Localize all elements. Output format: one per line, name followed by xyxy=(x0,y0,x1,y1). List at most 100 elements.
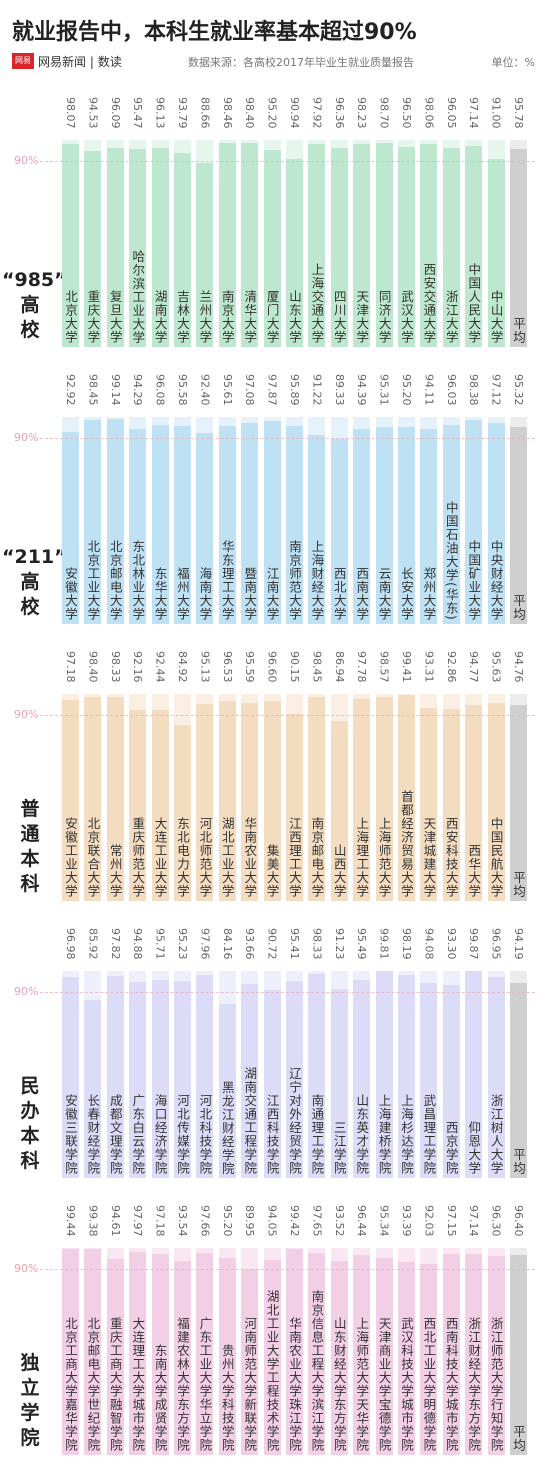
value-label: 94.61 xyxy=(108,1205,122,1237)
category-label: 重庆工商大学融智学院 xyxy=(107,1317,123,1452)
value-label: 96.09 xyxy=(108,97,122,129)
bar xyxy=(196,432,214,624)
value-label: 93.52 xyxy=(332,1205,346,1237)
category-label: 兰州大学 xyxy=(197,290,213,344)
value-label: 98.07 xyxy=(64,97,77,129)
value-label: 99.38 xyxy=(86,1205,100,1237)
value-label: 98.23 xyxy=(355,97,369,129)
category-label: 长安大学 xyxy=(399,567,414,621)
category-label: 集美大学 xyxy=(264,844,280,898)
bar xyxy=(398,426,415,624)
group-title-line: “211” xyxy=(2,546,67,568)
category-label: 西北工业大学明德学院 xyxy=(421,1317,437,1452)
title: 就业报告中，本科生就业率基本超过90% xyxy=(12,20,417,45)
bar xyxy=(129,428,147,624)
bar xyxy=(174,426,191,624)
bar xyxy=(353,980,371,1178)
reference-label: 90% xyxy=(14,984,39,998)
value-label: 99.41 xyxy=(400,651,413,683)
category-label: 天津大学 xyxy=(354,290,370,344)
bar xyxy=(375,971,393,1178)
bar xyxy=(330,147,348,347)
bar xyxy=(375,142,393,347)
column-name: 数读 xyxy=(97,55,122,69)
bar xyxy=(174,980,191,1178)
bar xyxy=(510,704,527,901)
group-title-line: 科 xyxy=(20,873,40,895)
bar xyxy=(286,1249,303,1455)
bar xyxy=(420,1264,438,1455)
category-label: 南京大学 xyxy=(219,290,235,344)
value-label: 98.40 xyxy=(86,651,100,683)
category-label: 平均 xyxy=(511,871,526,898)
value-label: 95.71 xyxy=(153,928,167,960)
logo: 网易 xyxy=(12,53,34,69)
bar xyxy=(308,435,326,624)
value-label: 98.57 xyxy=(377,651,391,683)
value-label: 95.13 xyxy=(198,651,212,683)
bar xyxy=(398,974,415,1178)
value-label: 88.66 xyxy=(198,97,212,129)
reference-line xyxy=(40,714,535,716)
value-label: 92.40 xyxy=(198,374,212,406)
bar xyxy=(330,989,348,1178)
category-label: 山东大学 xyxy=(287,290,302,344)
bar xyxy=(84,151,102,347)
bar xyxy=(62,699,79,901)
value-label: 98.06 xyxy=(422,97,436,129)
bar xyxy=(84,697,102,901)
reference-label: 90% xyxy=(14,707,39,721)
value-label: 96.13 xyxy=(153,97,167,129)
value-label: 97.08 xyxy=(243,374,257,406)
value-label: 93.66 xyxy=(243,928,257,960)
value-label: 94.29 xyxy=(131,374,145,406)
value-label: 97.92 xyxy=(310,97,324,129)
category-label: 华南农业大学珠江学院 xyxy=(287,1317,302,1452)
category-label: 海南大学 xyxy=(197,567,213,621)
reference-line xyxy=(40,160,535,162)
bar xyxy=(84,1000,102,1178)
value-label: 90.94 xyxy=(288,97,301,129)
bar xyxy=(218,426,236,624)
bar xyxy=(442,1253,460,1455)
value-label: 89.95 xyxy=(243,1205,257,1237)
category-label: 福建农林大学东方学院 xyxy=(175,1317,190,1452)
category-label: 广东工业大学华立学院 xyxy=(197,1317,213,1452)
group-title-line: 独 xyxy=(20,1352,40,1374)
value-label: 98.38 xyxy=(467,374,481,406)
bar xyxy=(286,158,303,347)
category-label: 西南大学 xyxy=(354,567,370,621)
value-label: 91.22 xyxy=(310,374,324,406)
group-title-line: 普 xyxy=(20,798,40,820)
group-title: 普通本科 xyxy=(2,797,58,897)
value-label: 93.79 xyxy=(176,97,189,129)
value-label: 96.44 xyxy=(355,1205,369,1237)
category-label: 西京学院 xyxy=(443,1121,459,1175)
group-title-line: 本 xyxy=(20,1125,40,1147)
value-label: 94.19 xyxy=(512,928,525,960)
value-label: 95.41 xyxy=(288,928,301,960)
category-label: 长春财经学院 xyxy=(85,1094,101,1175)
bar xyxy=(106,148,124,347)
reference-line xyxy=(40,437,535,439)
category-label: 同济大学 xyxy=(376,290,392,344)
brand: 网易新闻 | 数读 xyxy=(38,55,122,69)
category-label: 中山大学 xyxy=(488,290,504,344)
bar xyxy=(286,714,303,901)
bar xyxy=(263,701,281,901)
value-label: 94.05 xyxy=(265,1205,279,1237)
group-title-line: 校 xyxy=(20,596,40,618)
value-label: 93.54 xyxy=(176,1205,189,1237)
value-label: 90.15 xyxy=(288,651,301,683)
category-label: 清华大学 xyxy=(242,290,258,344)
category-label: 安徽三联学院 xyxy=(63,1094,78,1175)
category-label: 哈尔滨工业大学 xyxy=(130,249,146,345)
category-label: 平均 xyxy=(511,594,526,621)
category-label: 北京邮电大学 xyxy=(107,540,123,621)
bar xyxy=(308,144,326,347)
bar xyxy=(510,983,527,1178)
category-label: 江南大学 xyxy=(264,567,280,621)
category-label: 西安交通大学 xyxy=(421,263,437,344)
category-label: 首都经济贸易大学 xyxy=(399,790,414,898)
bar xyxy=(442,984,460,1178)
